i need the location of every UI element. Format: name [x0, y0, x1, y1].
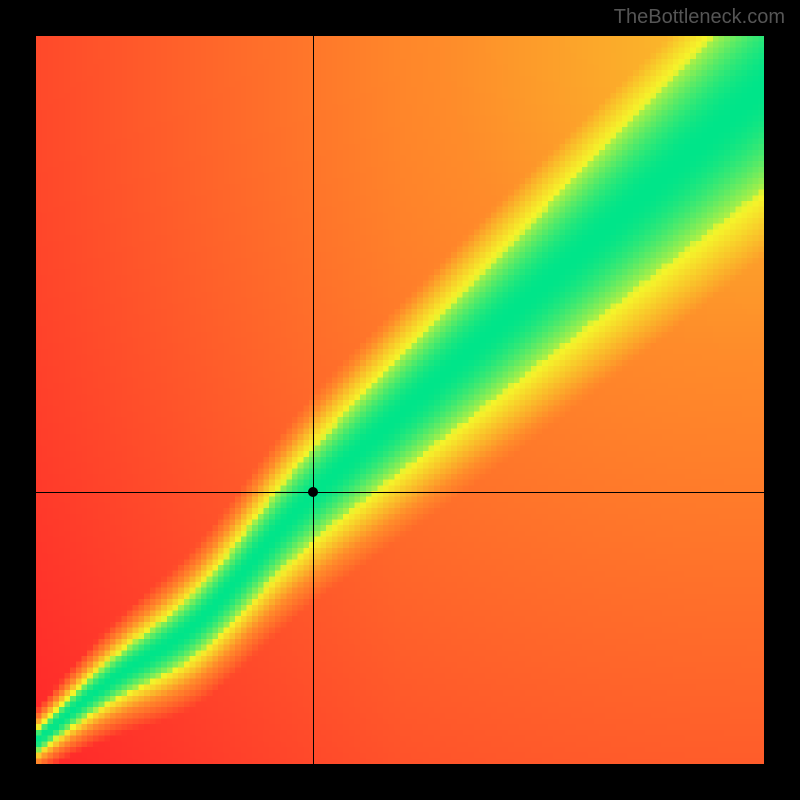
crosshair-horizontal	[36, 492, 764, 493]
heatmap-canvas	[36, 36, 764, 764]
watermark-text: TheBottleneck.com	[614, 6, 785, 29]
crosshair-vertical	[313, 36, 314, 764]
crosshair-marker	[308, 487, 318, 497]
heatmap-plot	[36, 36, 764, 764]
